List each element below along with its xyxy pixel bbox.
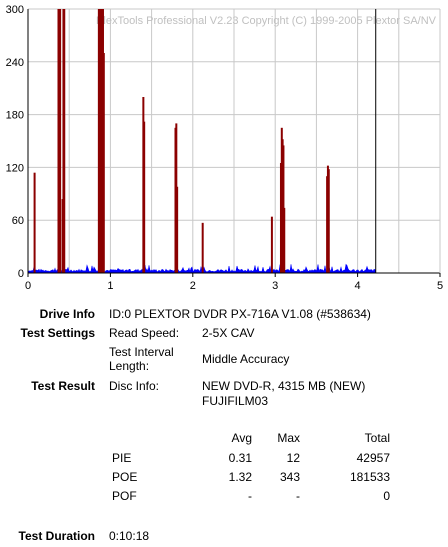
disc-info-line2: FUJIFILM03 [202, 394, 269, 408]
test-interval-label-line1: Test Interval [109, 345, 174, 359]
pie-spike-bar [176, 186, 179, 273]
stats-row-pie-name: PIE [112, 451, 132, 465]
y-tick-label: 60 [12, 215, 24, 227]
x-tick-label: 5 [437, 280, 443, 292]
stats-header-total: Total [364, 431, 390, 445]
y-tick-label: 240 [6, 57, 24, 69]
pie-spike-series [33, 9, 330, 274]
y-tick-label: 120 [6, 162, 24, 174]
pie-spike-bar [33, 172, 36, 273]
pie-spike-bar [201, 222, 204, 273]
disc-info-label: Disc Info: [109, 379, 160, 393]
grid-lines [27, 8, 441, 274]
disc-info-line1: NEW DVD-R, 4315 MB (NEW) [202, 379, 366, 393]
error-chart: PlexTools Professional V2.23 Copyright (… [6, 4, 443, 292]
x-tick-label: 4 [355, 280, 361, 292]
x-tick-label: 2 [190, 280, 196, 292]
y-tick-label: 300 [6, 4, 24, 16]
stats-row-pof-name: POF [112, 489, 137, 503]
test-settings-label: Test Settings [20, 326, 95, 340]
test-duration-label: Test Duration [18, 529, 95, 543]
stats-row-pie-max: 12 [286, 451, 300, 465]
pie-spike-bar [327, 169, 330, 273]
drive-info-value: ID:0 PLEXTOR DVDR PX-716A V1.08 (#538634… [109, 307, 371, 321]
stats-row-pie-total: 42957 [356, 451, 390, 465]
pie-spike-bar [59, 9, 62, 273]
x-tick-label: 0 [25, 280, 31, 292]
axes [27, 9, 441, 274]
test-interval-label-line2: Length: [109, 359, 150, 373]
pie-spike-bar [283, 207, 286, 273]
x-tick-label: 3 [272, 280, 278, 292]
stats-row-pof-max: - [296, 489, 300, 503]
read-speed-value: 2-5X CAV [202, 326, 255, 340]
stats-header-avg: Avg [231, 431, 252, 445]
test-result-label: Test Result [31, 379, 95, 393]
pie-spike-bar [102, 53, 105, 273]
test-duration-value: 0:10:18 [109, 529, 150, 543]
x-tick-labels: 0 1 2 3 4 5 [25, 273, 443, 292]
stats-row-poe-name: POE [112, 470, 138, 484]
stats-row-poe-max: 343 [279, 470, 300, 484]
pie-spike-bar [143, 121, 146, 273]
stats-row-pie-avg: 0.31 [228, 451, 252, 465]
pie-spike-bar [63, 9, 66, 273]
pie-spike-bar [270, 216, 273, 273]
test-interval-value: Middle Accuracy [202, 352, 290, 366]
x-tick-label: 1 [107, 280, 113, 292]
read-speed-label: Read Speed: [109, 326, 180, 340]
stats-row-poe-total: 181533 [349, 470, 390, 484]
watermark-text: PlexTools Professional V2.23 Copyright (… [96, 15, 437, 27]
y-tick-label: 0 [18, 268, 24, 280]
stats-row-pof-total: 0 [383, 489, 390, 503]
y-tick-labels: 0 60 120 180 240 300 [6, 4, 24, 280]
stats-row-poe-avg: 1.32 [228, 470, 252, 484]
y-tick-label: 180 [6, 110, 24, 122]
stats-header-max: Max [277, 431, 300, 445]
drive-info-label: Drive Info [39, 307, 95, 321]
pie-spike-bar [57, 9, 60, 273]
stats-row-pof-avg: - [248, 489, 252, 503]
